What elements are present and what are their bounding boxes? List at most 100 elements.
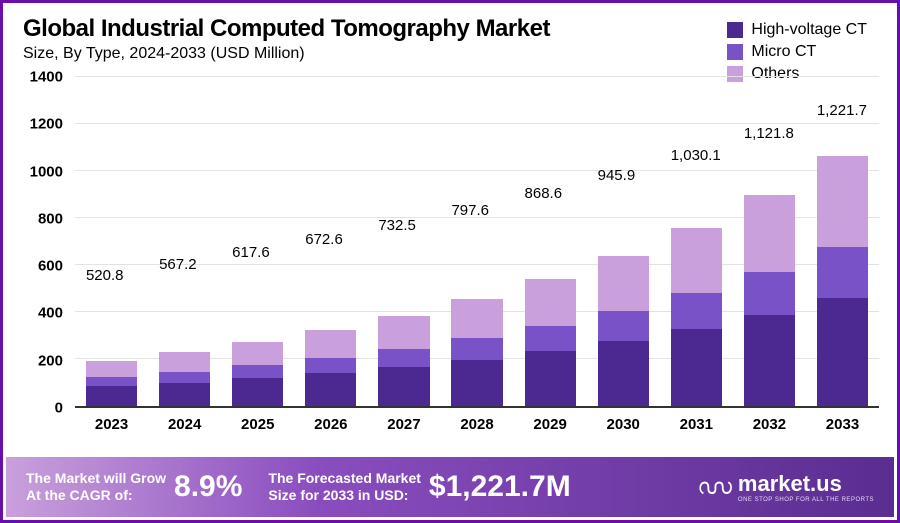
bar-segment — [671, 293, 722, 329]
brand-tagline: ONE STOP SHOP FOR ALL THE REPORTS — [738, 497, 874, 503]
legend-item: Micro CT — [727, 43, 867, 61]
x-axis: 2023202420252026202720282029203020312032… — [75, 412, 879, 438]
cagr-value: 8.9% — [174, 470, 242, 504]
bar-segment — [232, 342, 283, 365]
bar-total-label: 797.6 — [451, 202, 489, 219]
y-tick-label: 0 — [55, 400, 63, 417]
bar-group: 868.6 — [514, 77, 587, 406]
bar-segment — [378, 316, 429, 349]
x-tick-label: 2031 — [660, 412, 733, 438]
brand-icon: ൜ — [698, 474, 732, 500]
bar-stack: 1,221.7 — [817, 119, 868, 406]
bar-segment — [598, 341, 649, 406]
infographic-frame: Global Industrial Computed Tomography Ma… — [0, 0, 900, 523]
bar-stack: 797.6 — [451, 219, 502, 406]
y-tick-label: 800 — [38, 210, 63, 227]
x-tick-label: 2029 — [514, 412, 587, 438]
bar-stack: 945.9 — [598, 184, 649, 406]
bar-segment — [232, 378, 283, 406]
bar-total-label: 1,121.8 — [744, 125, 794, 142]
bar-group: 567.2 — [148, 77, 221, 406]
chart-area: 0200400600800100012001400 520.8567.2617.… — [21, 77, 879, 438]
x-tick-label: 2023 — [75, 412, 148, 438]
bar-segment — [525, 279, 576, 325]
bar-stack: 617.6 — [232, 261, 283, 406]
bar-segment — [817, 247, 868, 298]
bar-group: 520.8 — [75, 77, 148, 406]
bar-total-label: 868.6 — [525, 185, 563, 202]
bar-segment — [451, 299, 502, 338]
bar-segment — [744, 315, 795, 406]
bar-group: 1,121.8 — [733, 77, 806, 406]
bar-stack: 567.2 — [159, 273, 210, 406]
bar-stack: 1,121.8 — [744, 142, 795, 406]
bar-group: 945.9 — [587, 77, 660, 406]
bar-total-label: 732.5 — [378, 217, 416, 234]
bar-stack: 868.6 — [525, 202, 576, 406]
bar-total-label: 520.8 — [86, 267, 124, 284]
bar-segment — [744, 272, 795, 315]
x-tick-label: 2033 — [806, 412, 879, 438]
bar-segment — [378, 367, 429, 406]
bar-stack: 1,030.1 — [671, 164, 722, 406]
bar-stack: 732.5 — [378, 234, 429, 406]
bar-segment — [86, 361, 137, 378]
bar-segment — [86, 386, 137, 406]
plot-area: 520.8 567.2 617.6 672.6 732.5 797.6 868.6 945.9… — [75, 77, 879, 408]
x-tick-label: 2026 — [294, 412, 367, 438]
footer-banner: The Market will GrowAt the CAGR of: 8.9%… — [6, 457, 894, 517]
forecast-label: The Forecasted MarketSize for 2033 in US… — [268, 470, 421, 505]
x-tick-label: 2032 — [733, 412, 806, 438]
forecast-value: $1,221.7M — [429, 470, 571, 504]
bar-segment — [232, 365, 283, 378]
bar-segment — [598, 311, 649, 341]
y-tick-label: 200 — [38, 352, 63, 369]
y-tick-label: 400 — [38, 305, 63, 322]
bar-total-label: 567.2 — [159, 256, 197, 273]
cagr-label: The Market will GrowAt the CAGR of: — [26, 470, 166, 505]
bar-segment — [671, 329, 722, 406]
bar-group: 617.6 — [221, 77, 294, 406]
y-axis: 0200400600800100012001400 — [21, 77, 69, 408]
bar-total-label: 672.6 — [305, 231, 343, 248]
x-tick-label: 2030 — [587, 412, 660, 438]
bar-segment — [159, 352, 210, 372]
bar-segment — [817, 298, 868, 406]
y-tick-label: 1400 — [30, 69, 63, 86]
bar-segment — [159, 372, 210, 383]
y-tick-label: 1200 — [30, 116, 63, 133]
brand-name: market.us — [738, 471, 874, 497]
bar-segment — [817, 156, 868, 248]
bar-stack: 520.8 — [86, 284, 137, 406]
bar-segment — [86, 377, 137, 386]
bar-segment — [744, 195, 795, 272]
bar-segment — [305, 358, 356, 374]
bar-segment — [451, 338, 502, 360]
bar-segment — [159, 383, 210, 406]
y-tick-label: 1000 — [30, 163, 63, 180]
x-tick-label: 2024 — [148, 412, 221, 438]
x-tick-label: 2027 — [367, 412, 440, 438]
bar-group: 1,030.1 — [660, 77, 733, 406]
bar-total-label: 617.6 — [232, 244, 270, 261]
legend-swatch-icon — [727, 22, 743, 38]
bar-segment — [598, 256, 649, 311]
bar-group: 797.6 — [440, 77, 513, 406]
bar-group: 672.6 — [294, 77, 367, 406]
bar-segment — [525, 326, 576, 352]
legend-label: High-voltage CT — [751, 21, 867, 39]
bar-segment — [305, 373, 356, 406]
bar-segment — [451, 360, 502, 406]
y-tick-label: 600 — [38, 258, 63, 275]
x-tick-label: 2025 — [221, 412, 294, 438]
legend-swatch-icon — [727, 44, 743, 60]
bar-segment — [305, 330, 356, 358]
bar-segment — [378, 349, 429, 367]
bar-total-label: 1,030.1 — [671, 147, 721, 164]
brand-logo: ൜ market.us ONE STOP SHOP FOR ALL THE RE… — [698, 471, 874, 503]
bar-group: 732.5 — [367, 77, 440, 406]
x-tick-label: 2028 — [440, 412, 513, 438]
bar-segment — [671, 228, 722, 293]
bar-stack: 672.6 — [305, 248, 356, 406]
bar-group: 1,221.7 — [806, 77, 879, 406]
